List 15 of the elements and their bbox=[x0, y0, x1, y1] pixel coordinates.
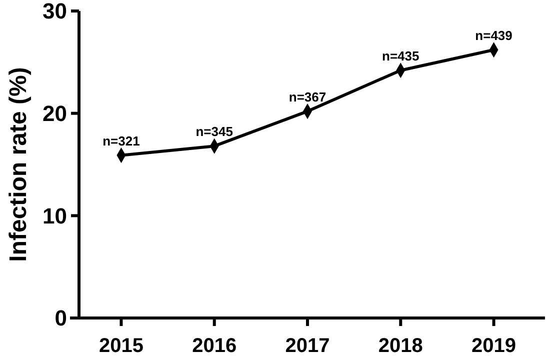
annotation: n=439 bbox=[475, 28, 512, 43]
annotation: n=435 bbox=[382, 48, 420, 64]
x-tick-label: 2018 bbox=[378, 335, 423, 356]
annotation: n=321 bbox=[102, 133, 140, 148]
annotation: n=367 bbox=[288, 89, 326, 104]
y-tick-label: 20 bbox=[42, 101, 67, 126]
y-tick-label: 30 bbox=[42, 0, 67, 24]
x-tick-label: 2017 bbox=[285, 335, 330, 356]
annotation: n=345 bbox=[196, 124, 233, 140]
y-tick-label: 10 bbox=[42, 203, 67, 228]
x-tick-label: 2019 bbox=[472, 335, 516, 356]
y-tick-label: 0 bbox=[54, 306, 67, 331]
x-tick-label: 2015 bbox=[98, 335, 144, 356]
y-axis-title: Infection rate (%) bbox=[5, 67, 32, 262]
x-tick-label: 2016 bbox=[192, 335, 237, 356]
